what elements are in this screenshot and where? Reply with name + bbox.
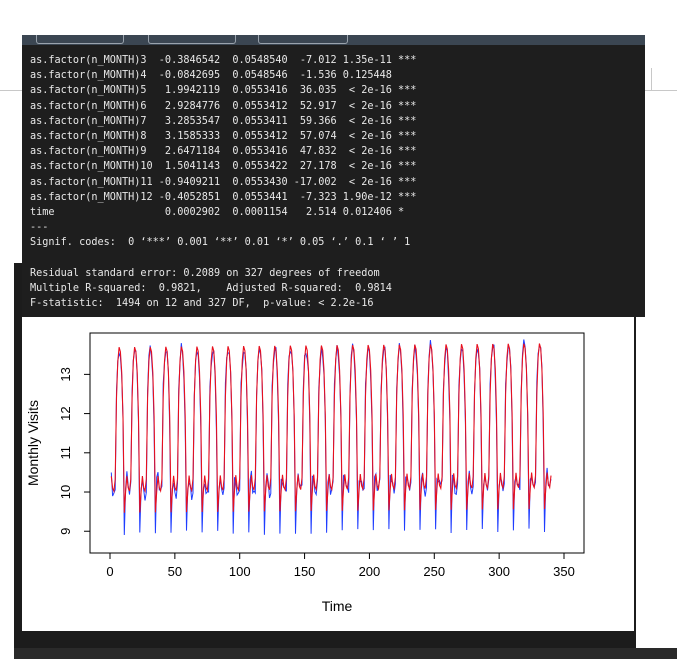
x-tick-label: 0 (106, 564, 113, 579)
background-rule-right (645, 90, 677, 91)
background-rule-right-tick (651, 68, 652, 90)
console-line: time 0.0002902 0.0001154 2.514 0.012406 … (30, 207, 417, 219)
r-console-output: as.factor(n_MONTH)3 -0.3846542 0.0548540… (22, 35, 645, 317)
console-line: as.factor(n_MONTH)8 3.1585333 0.0553412 … (30, 131, 417, 143)
console-title-bar (22, 35, 645, 45)
console-line: as.factor(n_MONTH)11 -0.9409211 0.055343… (30, 176, 417, 188)
console-line: as.factor(n_MONTH)12 -0.4052851 0.055344… (30, 191, 417, 203)
x-tick-label: 50 (168, 564, 182, 579)
console-line (30, 251, 416, 266)
x-tick-label: 150 (294, 564, 316, 579)
observed-series-line (110, 339, 552, 536)
console-line: F-statistic: 1494 on 12 and 327 DF, p-va… (30, 298, 374, 310)
console-toolbar-tab-2[interactable] (148, 35, 236, 44)
console-line: as.factor(n_MONTH)5 1.9942119 0.0553416 … (30, 85, 417, 97)
background-rule-left (0, 90, 22, 91)
y-tick-label: 11 (58, 446, 73, 460)
console-toolbar-tab-3[interactable] (258, 35, 348, 44)
time-series-plot: 0 50 100 150 200 250 300 350 Time 9 10 11 12 13 Monthl… (25, 332, 585, 614)
x-tick-label: 250 (423, 564, 445, 579)
plot-panel: 0 50 100 150 200 250 300 350 Time 9 10 11 12 13 Monthl… (22, 317, 634, 631)
console-line: Multiple R-squared: 0.9821, Adjusted R-s… (30, 283, 392, 295)
y-tick-label: 9 (58, 528, 73, 535)
console-toolbar-tab-1[interactable] (36, 35, 124, 44)
console-line: as.factor(n_MONTH)4 -0.0842695 0.0548546… (30, 70, 417, 82)
y-tick-label: 13 (58, 367, 73, 381)
x-tick-label: 300 (488, 564, 510, 579)
console-line: Residual standard error: 0.2089 on 327 d… (30, 267, 380, 279)
console-line: as.factor(n_MONTH)6 2.9284776 0.0553412 … (30, 100, 417, 112)
y-axis-label: Monthly Visits (25, 400, 41, 486)
console-line: as.factor(n_MONTH)3 -0.3846542 0.0548540… (30, 55, 417, 66)
regression-summary-text: as.factor(n_MONTH)3 -0.3846542 0.0548540… (30, 53, 416, 311)
console-line: as.factor(n_MONTH)10 1.5041143 0.0553422… (30, 161, 417, 173)
y-tick-label: 12 (58, 406, 73, 420)
x-tick-label: 200 (359, 564, 381, 579)
fitted-series-line (110, 343, 552, 513)
console-line: --- (30, 222, 49, 234)
console-line: Signif. codes: 0 ‘***’ 0.001 ‘**’ 0.01 ‘… (30, 237, 411, 249)
window-bottom-strip (14, 648, 677, 659)
console-line: as.factor(n_MONTH)9 2.6471184 0.0553416 … (30, 146, 417, 158)
x-axis-label: Time (322, 598, 353, 614)
y-tick-label: 10 (58, 485, 73, 499)
console-line: as.factor(n_MONTH)7 3.2853547 0.0553411 … (30, 115, 417, 127)
x-tick-label: 350 (553, 564, 575, 579)
x-tick-label: 100 (229, 564, 251, 579)
